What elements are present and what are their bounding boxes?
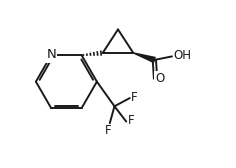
Text: F: F — [105, 124, 111, 137]
Text: F: F — [128, 114, 135, 127]
Text: F: F — [131, 91, 138, 104]
Text: N: N — [46, 48, 56, 61]
Text: O: O — [155, 72, 164, 85]
Text: OH: OH — [174, 49, 192, 62]
Polygon shape — [133, 53, 155, 62]
